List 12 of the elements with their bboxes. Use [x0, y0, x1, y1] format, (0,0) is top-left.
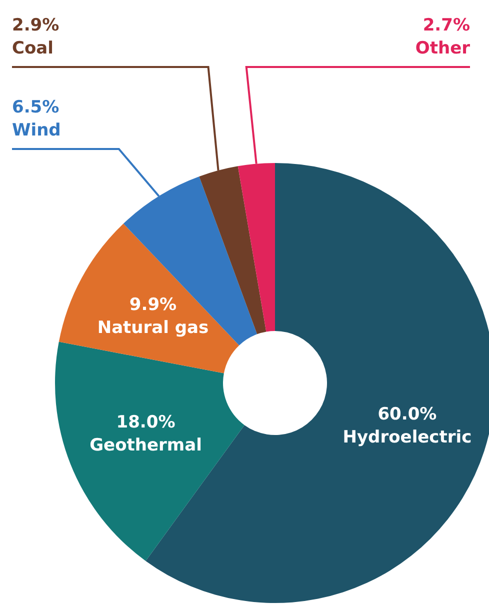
slice-label: Natural gas: [97, 318, 209, 338]
data-label: 6.5%: [12, 98, 60, 118]
slice-label: Geothermal: [90, 436, 202, 456]
data-label: 60.0%: [378, 404, 437, 424]
data-label: 18.0%: [116, 412, 176, 433]
slice-label: Hydroelectric: [342, 427, 472, 448]
data-label: 2.9%: [12, 16, 60, 36]
data-label: 9.9%: [129, 294, 177, 315]
slice-label: Wind: [12, 120, 61, 140]
slice-label: Other: [415, 38, 471, 58]
slice-label: Coal: [12, 38, 54, 58]
data-label: 2.7%: [422, 16, 470, 36]
